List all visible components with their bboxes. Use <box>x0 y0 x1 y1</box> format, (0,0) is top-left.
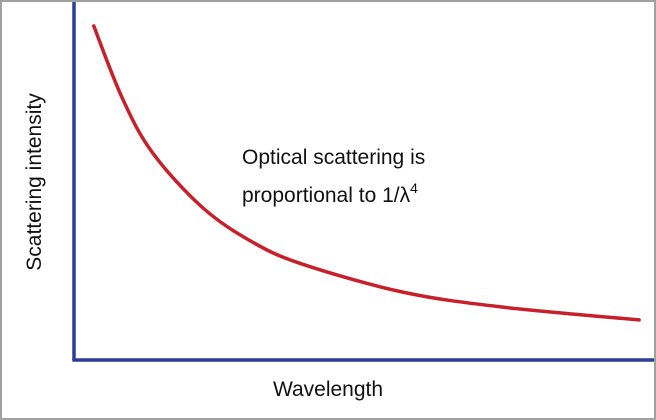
annotation-text: proportional to 1/λ <box>242 184 411 207</box>
x-axis-label: Wavelength <box>272 378 384 401</box>
annotation-line-2: proportional to 1/λ4 <box>242 173 418 211</box>
annotation-exponent: 4 <box>410 180 418 196</box>
annotation-line-1: Optical scattering is <box>242 146 426 169</box>
scattering-curve <box>92 24 641 322</box>
y-axis-label: Scattering intensity <box>23 93 46 271</box>
